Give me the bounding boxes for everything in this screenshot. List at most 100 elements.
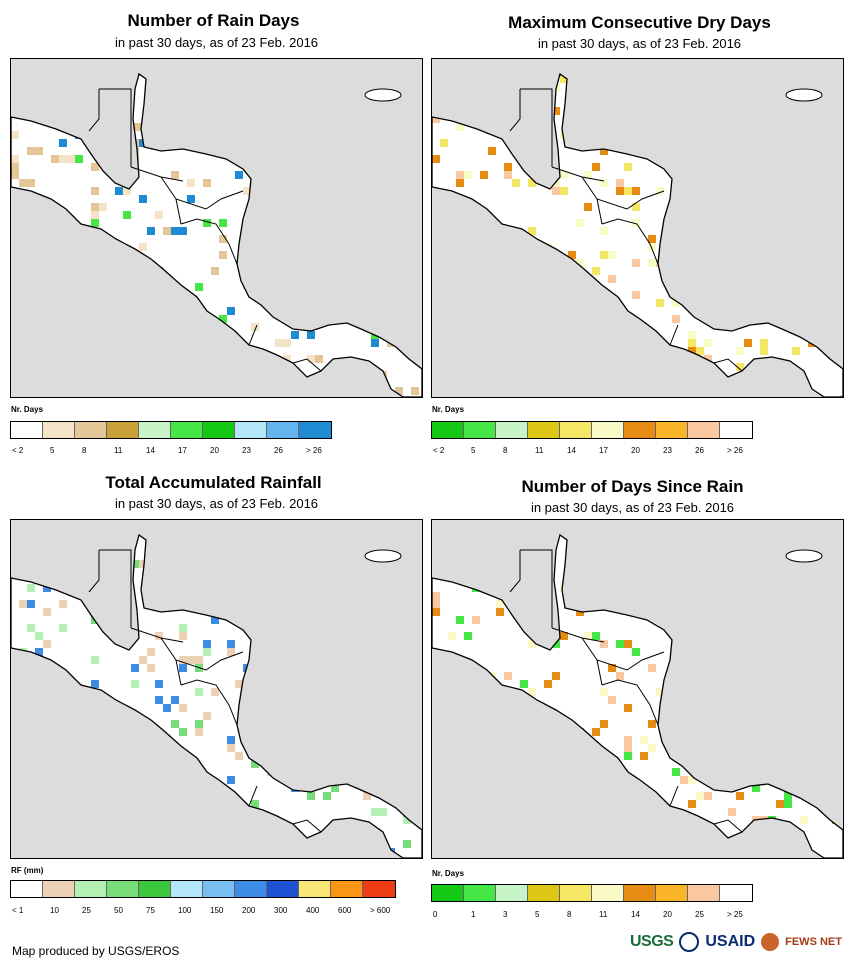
data-cell <box>640 99 648 107</box>
data-cell <box>35 688 43 696</box>
data-cell <box>267 600 275 608</box>
data-cell <box>656 379 664 387</box>
data-cell <box>792 720 800 728</box>
data-cell <box>504 395 512 397</box>
data-cell <box>123 75 131 83</box>
data-cell <box>728 736 736 744</box>
data-cell <box>259 656 267 664</box>
data-cell <box>275 648 283 656</box>
data-cell <box>211 267 219 275</box>
data-cell <box>99 267 107 275</box>
data-cell <box>171 720 179 728</box>
data-cell <box>664 227 672 235</box>
data-cell <box>480 379 488 387</box>
data-cell <box>11 760 19 768</box>
data-cell <box>544 307 552 315</box>
data-cell <box>784 792 792 800</box>
data-cell <box>395 640 403 648</box>
data-cell <box>592 355 600 363</box>
data-cell <box>464 283 472 291</box>
data-cell <box>27 824 35 832</box>
legend-swatch <box>235 422 267 438</box>
data-cell <box>11 163 19 171</box>
data-cell <box>115 315 123 323</box>
data-cell <box>147 355 155 363</box>
legend-swatch <box>720 422 752 438</box>
data-cell <box>600 227 608 235</box>
data-cell <box>27 840 35 848</box>
data-cell <box>464 171 472 179</box>
data-cell <box>736 347 744 355</box>
legend-swatch <box>299 422 331 438</box>
data-cell <box>624 744 632 752</box>
data-cell <box>520 720 528 728</box>
data-cell <box>712 776 720 784</box>
data-cell <box>800 712 808 720</box>
data-cell <box>315 275 323 283</box>
data-cell <box>115 339 123 347</box>
data-cell <box>744 688 752 696</box>
data-cell <box>480 91 488 99</box>
data-cell <box>544 315 552 323</box>
data-cell <box>179 848 187 856</box>
data-cell <box>680 552 688 560</box>
data-cell <box>99 536 107 544</box>
data-cell <box>744 552 752 560</box>
coastline <box>432 533 843 858</box>
data-cell <box>632 291 640 299</box>
legend <box>431 421 753 439</box>
data-cell <box>371 672 379 680</box>
data-cell <box>419 536 422 544</box>
data-cell <box>43 331 51 339</box>
data-cell <box>704 792 712 800</box>
island-jamaica <box>364 549 402 563</box>
data-cell <box>347 568 355 576</box>
data-cell <box>728 584 736 592</box>
data-cell <box>784 203 792 211</box>
data-cell <box>840 616 843 624</box>
panel-rain-days: Number of Rain Days in past 30 days, as … <box>0 0 427 470</box>
legend-tick-label: > 26 <box>727 446 743 455</box>
data-cell <box>83 704 91 712</box>
data-cell <box>243 227 251 235</box>
data-cell <box>504 243 512 251</box>
data-cell <box>203 123 211 131</box>
data-cell <box>592 840 600 848</box>
data-cell <box>728 259 736 267</box>
fews-icon <box>761 933 780 951</box>
data-cell <box>632 824 640 832</box>
legend-swatch <box>592 422 624 438</box>
legend-tick-label: 23 <box>663 446 672 455</box>
data-cell <box>291 131 299 139</box>
data-cell <box>131 792 139 800</box>
data-cell <box>720 552 728 560</box>
data-cell <box>520 576 528 584</box>
data-cell <box>75 840 83 848</box>
legend-tick-label: > 26 <box>306 446 322 455</box>
legend-swatch <box>496 422 528 438</box>
data-cell <box>139 123 147 131</box>
data-cell <box>179 776 187 784</box>
legend-tick-label: 400 <box>306 906 320 915</box>
coastline <box>11 72 422 397</box>
data-cell <box>83 535 91 536</box>
data-cell <box>35 784 43 792</box>
data-cell <box>395 315 403 323</box>
data-cell <box>560 535 568 536</box>
data-cell <box>27 552 35 560</box>
data-cell <box>203 115 211 123</box>
data-cell <box>211 59 219 67</box>
data-cell <box>235 395 243 397</box>
data-cell <box>648 115 656 123</box>
data-cell <box>187 74 195 75</box>
data-cell <box>363 283 371 291</box>
data-cell <box>291 131 299 139</box>
data-cell <box>299 195 307 203</box>
data-cell <box>576 736 584 744</box>
data-cell <box>363 568 371 576</box>
data-cell <box>704 91 712 99</box>
data-cell <box>355 283 363 291</box>
data-cell <box>648 339 656 347</box>
data-cell <box>600 107 608 115</box>
data-cell <box>712 299 720 307</box>
